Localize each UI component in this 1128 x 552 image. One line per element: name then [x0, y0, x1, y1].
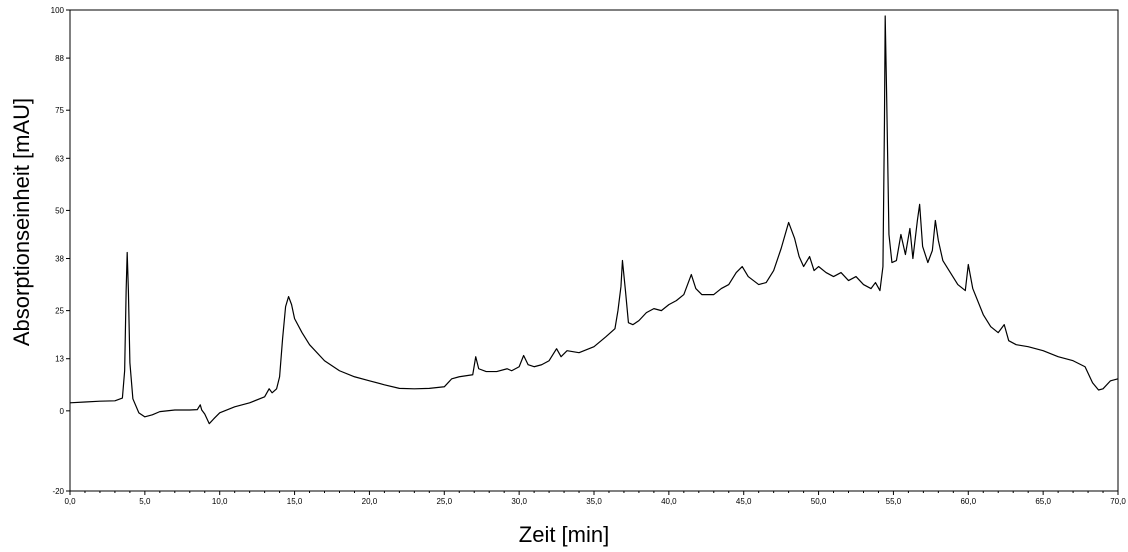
x-tick-label: 20,0: [362, 497, 378, 506]
x-tick-label: 70,0: [1110, 497, 1126, 506]
y-tick-label: 75: [55, 106, 64, 115]
x-tick-label: 5,0: [139, 497, 151, 506]
x-tick-label: 60,0: [960, 497, 976, 506]
x-tick-label: 45,0: [736, 497, 752, 506]
y-tick-label: -20: [52, 487, 64, 496]
y-tick-label: 88: [55, 54, 64, 63]
x-tick-label: 55,0: [886, 497, 902, 506]
x-tick-label: 0,0: [64, 497, 76, 506]
x-tick-label: 35,0: [586, 497, 602, 506]
y-tick-label: 38: [55, 255, 64, 264]
chromatogram-chart: 0,0 5,0 10,0 15,0 20,0 25,0 30,0 35,0 40,0 45,0 50…: [51, 6, 1127, 506]
y-tick-label: 63: [55, 154, 64, 163]
x-axis-ticks: 0,0 5,0 10,0 15,0 20,0 25,0 30,0 35,0 40,0 45,0 50…: [64, 491, 1126, 506]
y-tick-label: 0: [60, 407, 65, 416]
y-tick-label: 13: [55, 355, 64, 364]
x-tick-label: 30,0: [511, 497, 527, 506]
plot-frame: [69, 9, 1119, 492]
x-axis-title: Zeit [min]: [518, 522, 610, 547]
y-tick-label: 25: [55, 307, 64, 316]
series-line: [69, 15, 1119, 425]
y-tick-label: 100: [51, 6, 65, 15]
x-tick-label: 10,0: [212, 497, 228, 506]
x-tick-label: 25,0: [436, 497, 452, 506]
y-axis-ticks: -20 0 13 25 38 50 63 75 88 100: [51, 6, 70, 496]
x-tick-label: 65,0: [1035, 497, 1051, 506]
series-layer: [69, 15, 1119, 425]
y-axis-title: Absorptionseinheit [mAU]: [9, 97, 34, 347]
x-tick-label: 40,0: [661, 497, 677, 506]
x-tick-label: 15,0: [287, 497, 303, 506]
y-tick-label: 50: [55, 206, 64, 215]
x-tick-label: 50,0: [811, 497, 827, 506]
